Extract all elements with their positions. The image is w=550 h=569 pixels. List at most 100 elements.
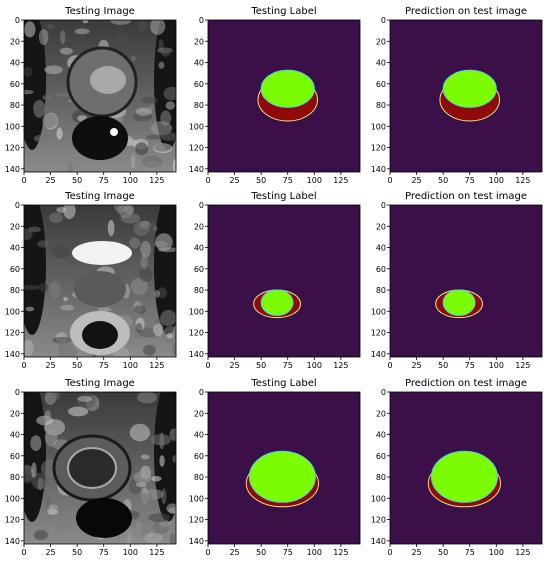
x-tick-label: 25: [45, 176, 55, 185]
y-tick-label: 120: [5, 516, 20, 525]
x-tick-label: 100: [123, 176, 138, 185]
y-tick-label: 80: [376, 101, 386, 110]
y-tick-label: 100: [189, 122, 204, 131]
mask-background: [390, 205, 542, 357]
y-tick-label: 0: [381, 201, 386, 210]
x-tick-label: 125: [149, 548, 164, 557]
panel-r3-c1: Testing Image 0 25 50 75 100 125 0 20 40 60 80 100 12…: [5, 378, 177, 557]
x-tick-label: 25: [411, 176, 421, 185]
green-region: [248, 450, 316, 503]
x-tick-label: 50: [72, 548, 82, 557]
x-tick-label: 125: [515, 176, 530, 185]
x-tick-label: 0: [387, 176, 392, 185]
panel-r1-c2: Testing Label 0 25 50 75 100 125 0 20 40 60 80 100 12…: [189, 6, 361, 185]
axes-frame: [23, 204, 177, 358]
panel-r3-c2: Testing Label 0 25 50 75 100 125 0 20 40 60 80 100 12…: [189, 378, 361, 557]
y-tick-label: 0: [199, 201, 204, 210]
axes-frame: [207, 204, 361, 358]
x-tick-label: 75: [99, 176, 109, 185]
y-tick-label: 40: [376, 59, 386, 68]
x-tick-label: 25: [45, 548, 55, 557]
y-tick-label: 0: [381, 388, 386, 397]
panel-r1-c1: Testing Image 0 25 50 75 100 125 0 20 40 60 80 100 12…: [5, 6, 177, 185]
panel-r2-c3: Prediction on test image 0 25 50 75 100 125 0 20…: [371, 191, 543, 370]
y-tick-label: 100: [189, 307, 204, 316]
x-tick-label: 50: [256, 176, 266, 185]
x-tick-label: 125: [333, 548, 348, 557]
axes-frame: [389, 19, 543, 173]
x-tick-label: 100: [307, 361, 322, 370]
y-tick-label: 20: [194, 409, 204, 418]
y-tick-label: 140: [189, 537, 204, 546]
mask-background: [208, 205, 360, 357]
y-tick-label: 20: [10, 222, 20, 231]
x-tick-label: 75: [465, 361, 475, 370]
x-tick-label: 100: [489, 176, 504, 185]
axes-frame: [207, 19, 361, 173]
y-tick-label: 100: [371, 122, 386, 131]
y-tick-label: 140: [5, 537, 20, 546]
panel-title: Prediction on test image: [405, 6, 527, 17]
x-tick-label: 100: [489, 361, 504, 370]
axes-frame: [389, 204, 543, 358]
x-tick-label: 50: [256, 548, 266, 557]
x-tick-label: 125: [149, 176, 164, 185]
y-tick-label: 140: [371, 350, 386, 359]
y-tick-label: 20: [376, 409, 386, 418]
green-region: [442, 289, 476, 316]
y-tick-label: 40: [194, 59, 204, 68]
y-tick-label: 60: [376, 80, 386, 89]
x-tick-label: 0: [205, 361, 210, 370]
y-tick-label: 100: [5, 122, 20, 131]
y-tick-label: 120: [189, 516, 204, 525]
y-tick-label: 80: [10, 473, 20, 482]
y-tick-label: 100: [189, 494, 204, 503]
y-tick-label: 0: [199, 388, 204, 397]
y-tick-label: 140: [371, 537, 386, 546]
y-tick-label: 0: [15, 201, 20, 210]
x-tick-label: 75: [283, 176, 293, 185]
y-tick-label: 80: [376, 286, 386, 295]
y-tick-label: 60: [10, 80, 20, 89]
x-tick-label: 100: [123, 361, 138, 370]
y-tick-label: 60: [194, 265, 204, 274]
x-tick-label: 25: [411, 548, 421, 557]
y-tick-label: 0: [381, 16, 386, 25]
panel-title: Testing Image: [64, 191, 135, 202]
y-tick-label: 40: [376, 431, 386, 440]
panel-title: Testing Image: [64, 6, 135, 17]
y-tick-label: 60: [194, 80, 204, 89]
x-tick-label: 75: [99, 548, 109, 557]
panel-title: Testing Image: [64, 378, 135, 389]
x-tick-label: 50: [256, 361, 266, 370]
x-tick-label: 100: [307, 548, 322, 557]
panel-r3-c3: Prediction on test image 0 25 50 75 100 125 0 20…: [371, 378, 543, 557]
x-tick-label: 75: [99, 361, 109, 370]
panel-r2-c2: Testing Label 0 25 50 75 100 125 0 20 40 60 80 100 12…: [189, 191, 361, 370]
y-tick-label: 120: [189, 329, 204, 338]
y-tick-label: 80: [376, 473, 386, 482]
y-tick-label: 60: [10, 452, 20, 461]
y-tick-label: 120: [371, 516, 386, 525]
panel-title: Prediction on test image: [405, 191, 527, 202]
panel-title: Testing Label: [250, 378, 316, 389]
x-tick-label: 0: [205, 176, 210, 185]
x-tick-label: 50: [438, 176, 448, 185]
x-tick-label: 50: [72, 176, 82, 185]
y-tick-label: 140: [189, 350, 204, 359]
x-tick-label: 0: [387, 361, 392, 370]
y-tick-label: 20: [376, 222, 386, 231]
y-tick-label: 120: [189, 144, 204, 153]
y-tick-label: 100: [371, 494, 386, 503]
y-tick-label: 40: [194, 431, 204, 440]
y-tick-label: 0: [199, 16, 204, 25]
x-tick-label: 50: [72, 361, 82, 370]
x-tick-label: 0: [205, 548, 210, 557]
y-tick-label: 40: [10, 244, 20, 253]
x-tick-label: 25: [229, 176, 239, 185]
panel-r1-c3: Prediction on test image 0 25 50 75 100 125 0 20…: [371, 6, 543, 185]
x-tick-label: 50: [438, 361, 448, 370]
y-tick-label: 140: [371, 165, 386, 174]
panel-title: Prediction on test image: [405, 378, 527, 389]
y-tick-label: 120: [5, 144, 20, 153]
